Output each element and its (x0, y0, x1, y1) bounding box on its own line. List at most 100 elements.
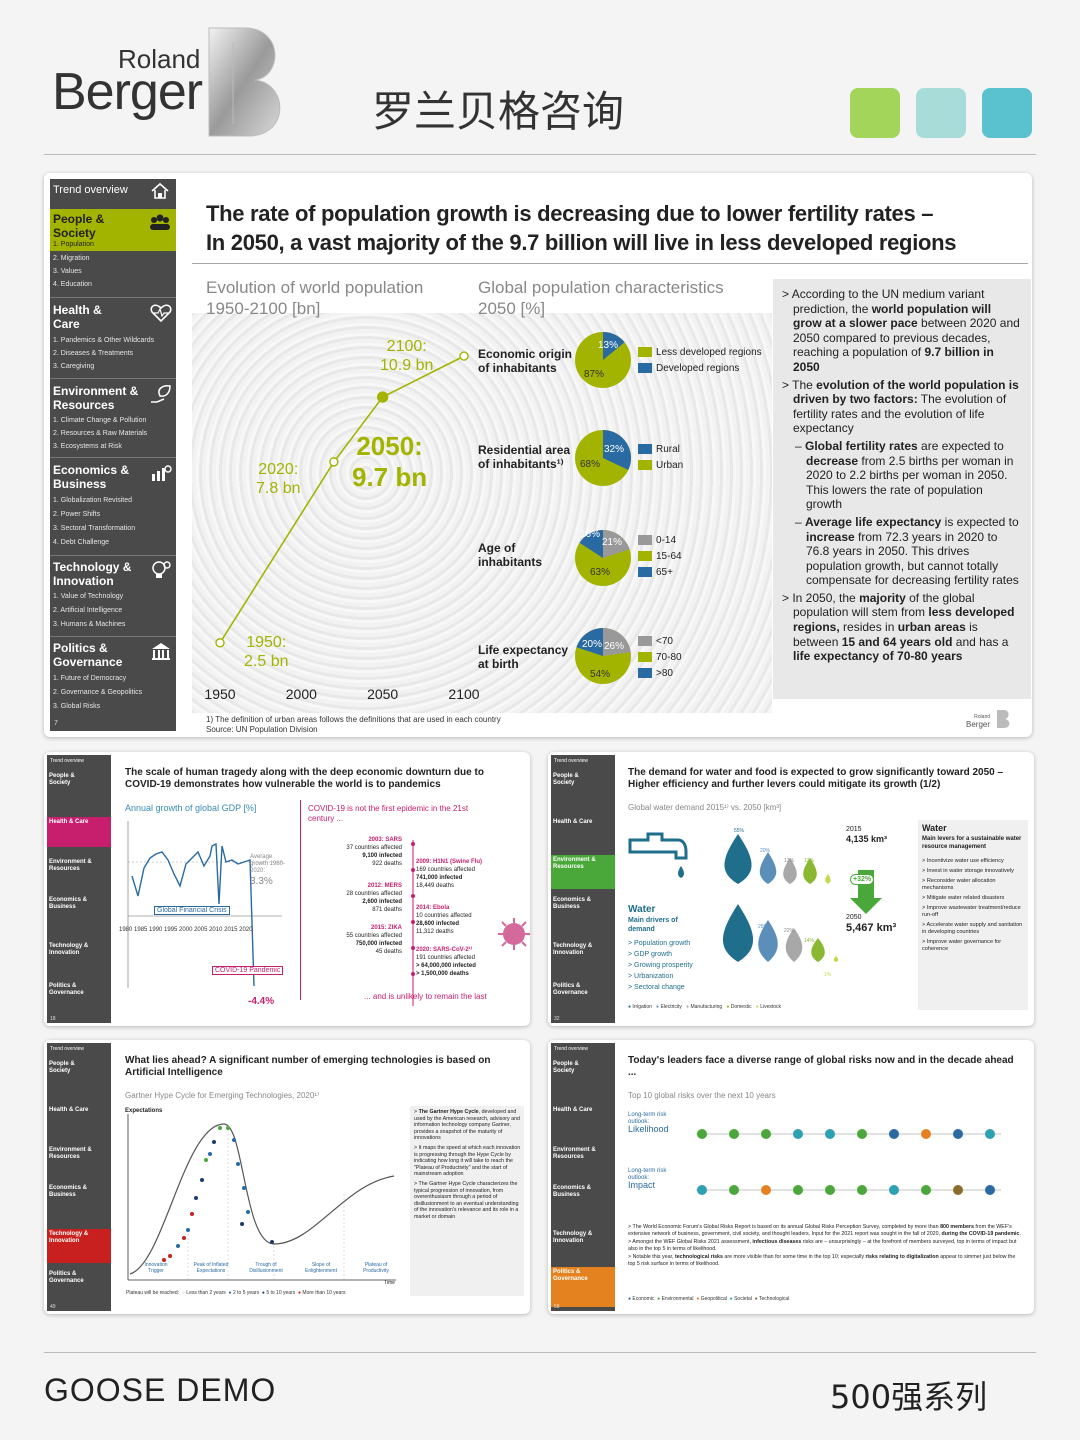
thumb-sidebar-section: Environment & Resources (49, 859, 92, 872)
sidebar-item-power-shifts[interactable]: 2. Power Shifts (53, 511, 101, 518)
right-chart-title-line1: Global population characteristics (478, 278, 724, 297)
sidebar-item-ai[interactable]: 2. Artificial Intelligence (53, 607, 123, 614)
pie-age-label-b: 21% (602, 537, 623, 548)
sidebar-item-climate[interactable]: 1. Climate Change & Pollution (53, 417, 147, 424)
sidebar-section-environment[interactable]: Environment & Resources (53, 384, 139, 412)
driver-population: Population growth (634, 940, 691, 947)
parliament-icon (152, 643, 170, 660)
label-1950-value: 2.5 bn (244, 653, 289, 670)
sub-bullet-fertility: – Global fertility rates are expected to… (795, 438, 1014, 512)
epidemic-zika-countries: 55 countries affected (346, 933, 402, 939)
phase-innovation-trigger: Innovation Trigger (144, 1262, 168, 1274)
legend-label: >80 (656, 668, 673, 679)
epidemic-mers-deaths: 871 deaths (372, 907, 402, 913)
legend-label: Rural (656, 444, 680, 455)
x-tick-label: 2050 (367, 686, 398, 702)
water-legend: ● Irrigation ● Electricity ● Manufacturi… (628, 1004, 782, 1010)
bullet-3-bold-3: urban areas (897, 620, 966, 635)
sidebar-item-democracy[interactable]: 1. Future of Democracy (53, 675, 127, 682)
sidebar-section-economics[interactable]: Economics & Business (53, 463, 130, 491)
lightbulb-gear-icon (152, 561, 171, 578)
bullet-2-text-2: The evolution of fertility rates and the… (793, 392, 1007, 436)
risk-note: > Notable this year, technological risks… (628, 1254, 1016, 1267)
hype-note-3-text: The Gartner Hype Cycle characterizes the… (414, 1180, 519, 1220)
risk-legend: ● Economic ● Environmental ● Geopolitica… (628, 1296, 790, 1302)
sidebar-item-diseases[interactable]: 2. Diseases & Treatments (53, 350, 134, 357)
thumbnail-slide-hype-cycle[interactable]: Trend overview People & Society Health &… (44, 1040, 530, 1314)
thumb-sidebar-title: Trend overview (554, 758, 588, 764)
thumb-sidebar-section: Environment & Resources (553, 1147, 596, 1160)
legend-2-5: 2 to 5 years (232, 1290, 260, 1296)
thumb-title: The scale of human tragedy along with th… (125, 767, 484, 790)
water-value-2015: 4,135 km³ (846, 834, 888, 844)
epidemic-sars-title: 2003: SARS (368, 837, 402, 843)
epidemic-mers-title: 2012: MERS (367, 883, 402, 889)
sidebar-section-technology[interactable]: Technology & Innovation (53, 560, 132, 588)
legend-label: Developed regions (656, 363, 740, 374)
avg-growth-value: 3.3% (250, 876, 273, 887)
x-tick-label: 2000 (286, 686, 317, 702)
pie-label-life-expectancy: Life expectancy at birth (478, 643, 569, 671)
pie-label-age: Age of inhabitants (478, 541, 543, 569)
label-2020: 2020: 7.8 bn (256, 460, 300, 498)
home-icon[interactable] (150, 182, 170, 200)
hype-cycle-chart (127, 1114, 396, 1281)
risk-note: > The World Economic Forum's Global Risk… (628, 1224, 1021, 1237)
driver-gdp: GDP growth (634, 951, 673, 958)
sidebar-item-values[interactable]: 3. Values (53, 268, 82, 275)
sidebar-section-people-society[interactable]: People & Society 1. Population (50, 209, 176, 251)
sidebar-item-globalization[interactable]: 1. Globalization Revisited (53, 497, 132, 504)
sidebar-item-ecosystems[interactable]: 3. Ecosystems at Risk (53, 443, 122, 450)
sidebar-item-value-tech[interactable]: 1. Value of Technology (53, 593, 124, 600)
sidebar-item-population[interactable]: 1. Population (53, 241, 94, 248)
pie-life-label-a: 54% (590, 669, 611, 680)
sidebar-item-caregiving[interactable]: 3. Caregiving (53, 363, 95, 370)
sidebar-section-politics[interactable]: Politics & Governance (53, 641, 123, 669)
legend-label: Less developed regions (656, 347, 762, 358)
label-2100-year: 2100: (386, 338, 427, 355)
sidebar-item-debt[interactable]: 4. Debt Challenge (53, 539, 110, 546)
bullet-3-text-e: and has a (952, 634, 1009, 649)
thumb-page-number: 32 (554, 1016, 560, 1022)
sidebar-section-health-care[interactable]: Health & Care (53, 303, 102, 331)
sidebar-item-migration[interactable]: 2. Migration (53, 255, 90, 262)
sidebar-item-governance[interactable]: 2. Governance & Geopolitics (53, 689, 143, 696)
lever-text: Invest in water storage innovatively (926, 868, 1014, 874)
sidebar-item-pandemics[interactable]: 1. Pandemics & Other Wildcards (53, 337, 155, 344)
left-chart-title: Evolution of world population 1950-2100 … (206, 277, 423, 319)
lever-text: Improve wastewater treatment/reduce run-… (922, 905, 1021, 918)
thumbnail-slide-global-risks[interactable]: Trend overview People & Society Health &… (548, 1040, 1034, 1314)
key-findings-box (773, 279, 1031, 699)
thumb-subtitle: Top 10 global risks over the next 10 yea… (628, 1091, 776, 1100)
sidebar-item-humans-machines[interactable]: 3. Humans & Machines (53, 621, 126, 628)
sidebar-item-global-risks[interactable]: 3. Global Risks (53, 703, 101, 710)
sidebar-item-education[interactable]: 4. Education (53, 281, 92, 288)
sub-bullet-life-expectancy: – Average life expectancy is expected to… (795, 514, 1019, 588)
legend-geopolitical: Geopolitical (700, 1296, 727, 1302)
bullet-1-bold-2: 9.7 billion in 2050 (793, 345, 994, 374)
thumbnail-slide-water[interactable]: Trend overview People & Society Health &… (548, 752, 1034, 1026)
driver-item: > Urbanization (628, 973, 674, 980)
bullet-3-text-c: resides in (839, 620, 898, 635)
epidemic-zika: 2015: ZIKA 55 countries affected 750,000 i… (306, 924, 402, 956)
thumb-title: Today's leaders face a diverse range of … (628, 1055, 1014, 1078)
lever-item: > Improve water governance for coherence (922, 939, 1002, 952)
water-levers-title: Water (922, 823, 947, 833)
driver-item: > Sectoral change (628, 984, 685, 991)
main-slide[interactable]: Trend overview People & Society 1. Popul… (44, 173, 1032, 737)
pct-2015-electricity: 20% (760, 848, 771, 854)
epidemic-cov2-countries: 191 countries affected (416, 955, 475, 961)
water-value-2050: 5,467 km³ (846, 922, 897, 934)
legend-swatch (638, 460, 652, 470)
epidemic-mers-infected: 2,600 infected (362, 899, 402, 905)
bullet-3-bold-5: life expectancy of 70-80 years (793, 649, 963, 664)
sidebar-item-sectoral[interactable]: 3. Sectoral Transformation (53, 525, 136, 532)
thumb-sidebar-section: Environment & Resources (49, 1147, 92, 1160)
thumb-sidebar-section: Health & Care (49, 1107, 89, 1113)
epidemic-ebola-countries: 10 countries affected (416, 913, 472, 919)
epidemic-sars-cov-2: 2020: SARS-CoV-2¹⁾ 191 countries affected… (416, 946, 516, 978)
thumbnail-slide-covid[interactable]: Trend overview People & Society Health &… (44, 752, 530, 1026)
sidebar-item-resources[interactable]: 2. Resources & Raw Materials (53, 430, 148, 437)
hype-note-2-text: It maps the speed at which each innovati… (414, 1144, 521, 1178)
epidemic-cov2-title: 2020: SARS-CoV-2¹⁾ (416, 947, 473, 953)
